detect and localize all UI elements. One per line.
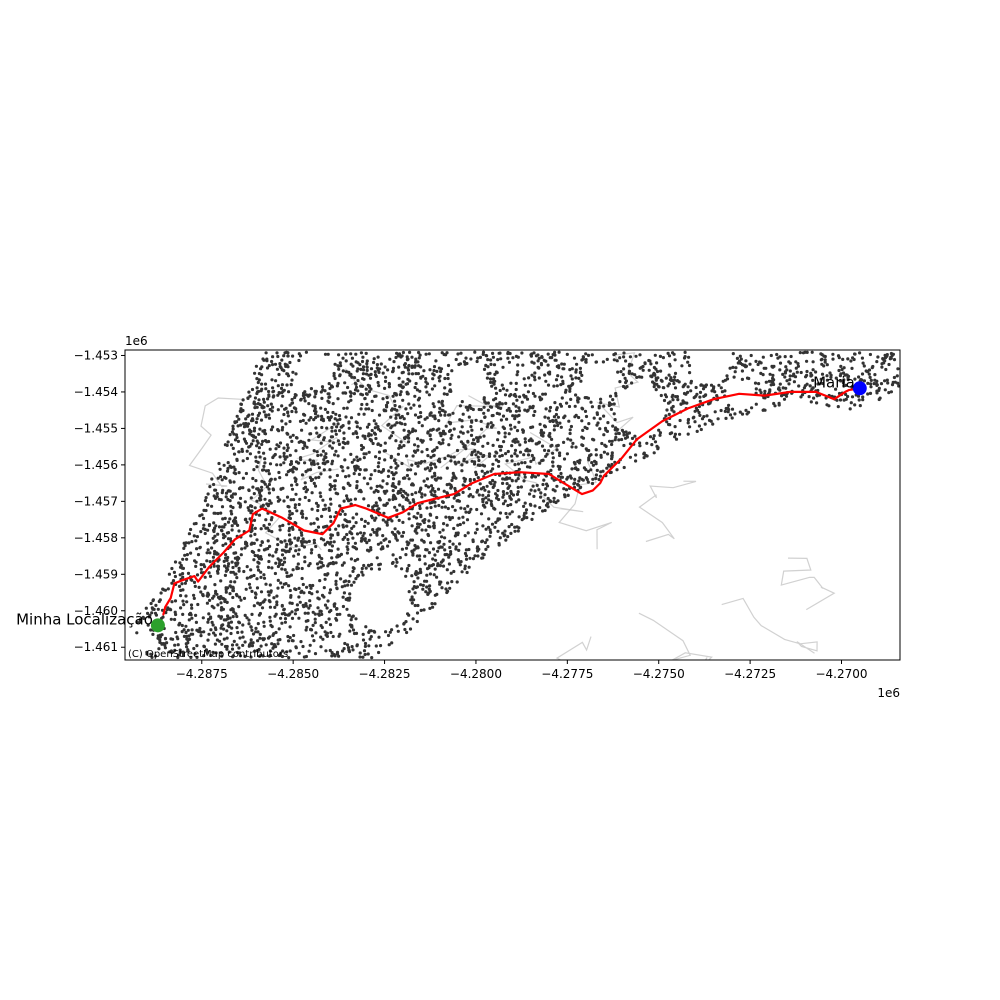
contour-line [638,480,697,543]
plot-area [125,350,900,660]
x-axis: −4.2875 −4.2850 −4.2825 −4.2800 −4.2775 −4.27… [176,660,868,681]
x-tick-label: −4.2700 [815,667,867,681]
contour-line [596,352,640,433]
y-tick-label: −1.456 [74,458,118,472]
contour-line [780,557,836,611]
x-tick-label: −4.2725 [724,667,776,681]
y-tick-label: −1.453 [74,348,118,362]
y-tick-label: −1.455 [74,421,118,435]
location-marker-label: Maria [813,373,855,391]
contour-line [638,612,713,660]
y-tick-label: −1.457 [74,494,118,508]
location-markers: Minha Localização Maria [16,373,867,633]
map-attribution: (C) OpenStreetMap contributors [128,649,288,660]
y-tick-label: −1.459 [74,567,118,581]
y-tick-label: −1.454 [74,385,118,399]
y-axis-offset-label: 1e6 [125,334,148,348]
x-tick-label: −4.2875 [176,667,228,681]
street-network-nodes [135,350,900,660]
y-axis: −1.453 −1.454 −1.455 −1.456 −1.457 −1.458 −1.4… [74,348,125,654]
y-tick-label: −1.458 [74,531,118,545]
contour-line [188,397,242,488]
x-tick-label: −4.2850 [267,667,319,681]
node-cloud [135,350,900,660]
axes-frame [124,349,901,661]
y-tick-label: −1.461 [74,640,118,654]
contour-line [555,636,592,660]
location-marker-label: Minha Localização [16,610,153,628]
location-marker [150,618,165,633]
x-axis-offset-label: 1e6 [877,686,900,700]
contour-line [721,597,818,654]
x-tick-label: −4.2825 [359,667,411,681]
x-tick-label: −4.2775 [541,667,593,681]
x-tick-label: −4.2800 [450,667,502,681]
x-tick-label: −4.2750 [633,667,685,681]
y-tick-label: −1.460 [74,604,118,618]
location-marker [852,381,867,396]
route-line [162,387,861,616]
